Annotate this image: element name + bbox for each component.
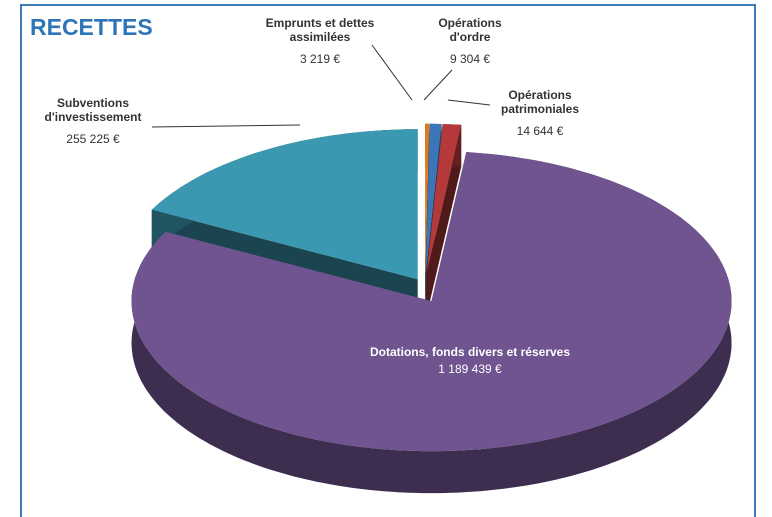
slice-label: Emprunts et dettes assimilées <box>265 16 375 44</box>
value-label: 255 225 € <box>66 132 120 146</box>
slice <box>151 129 418 280</box>
slice <box>426 124 462 274</box>
chart-title: RECETTES <box>30 14 153 40</box>
slice-depth <box>426 124 462 316</box>
slice-label: Opérations d'ordre <box>438 16 502 44</box>
value-label: 1 189 439 € <box>438 362 502 376</box>
leader-line <box>151 124 301 128</box>
leader-line <box>423 69 453 101</box>
slice-label: Subventions d'investissement <box>44 96 142 124</box>
leader-line <box>371 44 413 101</box>
slice-label: Opérations patrimoniales <box>500 88 580 116</box>
frame <box>20 4 756 517</box>
value-label: 3 219 € <box>299 52 341 66</box>
leaders <box>151 44 491 128</box>
slice <box>131 152 732 452</box>
leader-line <box>447 99 491 106</box>
pie <box>131 123 732 494</box>
slice <box>425 123 430 274</box>
value-label: 14 644 € <box>516 124 564 138</box>
value-label: 9 304 € <box>449 52 491 66</box>
slice-label: Dotations, fonds divers et réserves <box>369 345 571 359</box>
slice <box>425 123 442 274</box>
